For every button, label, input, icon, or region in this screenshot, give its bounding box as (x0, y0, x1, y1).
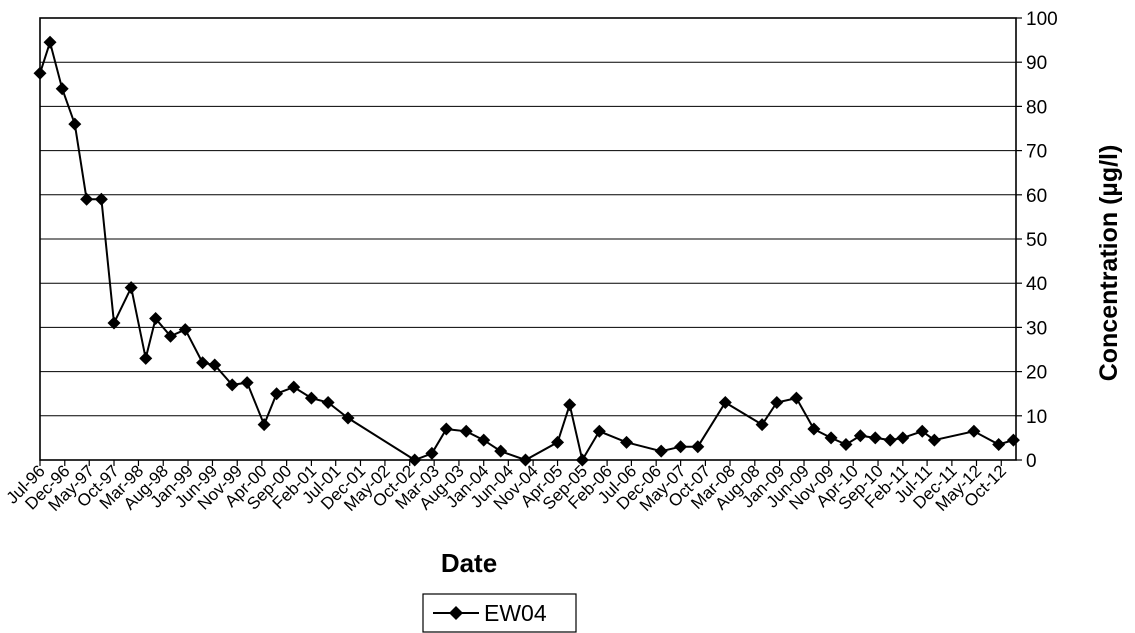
y-tick-label: 90 (1026, 53, 1047, 74)
y-tick-label: 30 (1026, 318, 1047, 339)
y-tick-label: 0 (1026, 451, 1037, 472)
data-point (270, 387, 284, 401)
data-point (691, 440, 705, 454)
data-point (755, 418, 769, 432)
data-point (575, 453, 589, 467)
data-point (674, 440, 688, 454)
data-point (518, 453, 532, 467)
data-point (208, 358, 222, 372)
y-tick-label: 80 (1026, 97, 1047, 118)
data-point (304, 391, 318, 405)
data-point (853, 429, 867, 443)
data-point (178, 323, 192, 337)
data-point (164, 329, 178, 343)
data-point (257, 418, 271, 432)
data-point (883, 433, 897, 447)
data-point (43, 35, 57, 49)
data-point (494, 444, 508, 458)
y-tick-label: 40 (1026, 274, 1047, 295)
y-tick-label: 50 (1026, 230, 1047, 251)
y-tick-label: 70 (1026, 142, 1047, 163)
data-point (654, 444, 668, 458)
data-point (321, 396, 335, 410)
data-point (592, 424, 606, 438)
data-point (80, 192, 94, 206)
legend-label-ew04: EW04 (484, 600, 547, 626)
data-point (196, 356, 210, 370)
data-point (107, 316, 121, 330)
data-point (240, 376, 254, 390)
y-axis: 0 10 20 30 40 50 60 70 80 90 100 (1016, 9, 1058, 472)
data-point (68, 117, 82, 131)
y-axis-title: Concentration (µg/l) (1095, 145, 1123, 382)
gridlines (40, 61, 1016, 417)
data-point (967, 424, 981, 438)
data-point (425, 446, 439, 460)
data-point (563, 398, 577, 412)
legend-diamond-marker (449, 606, 463, 620)
data-point (124, 281, 138, 295)
data-point (992, 438, 1006, 452)
data-point (896, 431, 910, 445)
data-point (139, 351, 153, 365)
data-point (408, 453, 422, 467)
y-tick-label: 10 (1026, 407, 1047, 428)
series-ew04 (33, 35, 1020, 467)
data-point (718, 396, 732, 410)
data-point (55, 82, 69, 96)
data-point (287, 380, 301, 394)
data-point (33, 66, 47, 80)
x-axis: Jul-96Dec-96May-97Oct-97Mar-98Aug-98Jan-… (3, 460, 1010, 515)
data-point (620, 435, 634, 449)
data-point (149, 312, 163, 326)
y-tick-label: 60 (1026, 186, 1047, 207)
data-point (789, 391, 803, 405)
x-axis-title: Date (441, 548, 497, 578)
series-line-ew04 (39, 38, 1014, 463)
data-point (770, 396, 784, 410)
data-point (868, 431, 882, 445)
data-point (551, 435, 565, 449)
y-tick-label: 100 (1026, 9, 1058, 30)
data-point (94, 192, 108, 206)
data-point (839, 438, 853, 452)
data-point (824, 431, 838, 445)
data-point (915, 424, 929, 438)
data-point (927, 433, 941, 447)
data-point (459, 424, 473, 438)
legend: EW04 (422, 593, 577, 633)
data-point (341, 411, 355, 425)
y-tick-label: 20 (1026, 363, 1047, 384)
data-point (477, 433, 491, 447)
data-point (225, 378, 239, 392)
data-point (1006, 433, 1020, 447)
data-point (807, 422, 821, 436)
data-point (439, 422, 453, 436)
